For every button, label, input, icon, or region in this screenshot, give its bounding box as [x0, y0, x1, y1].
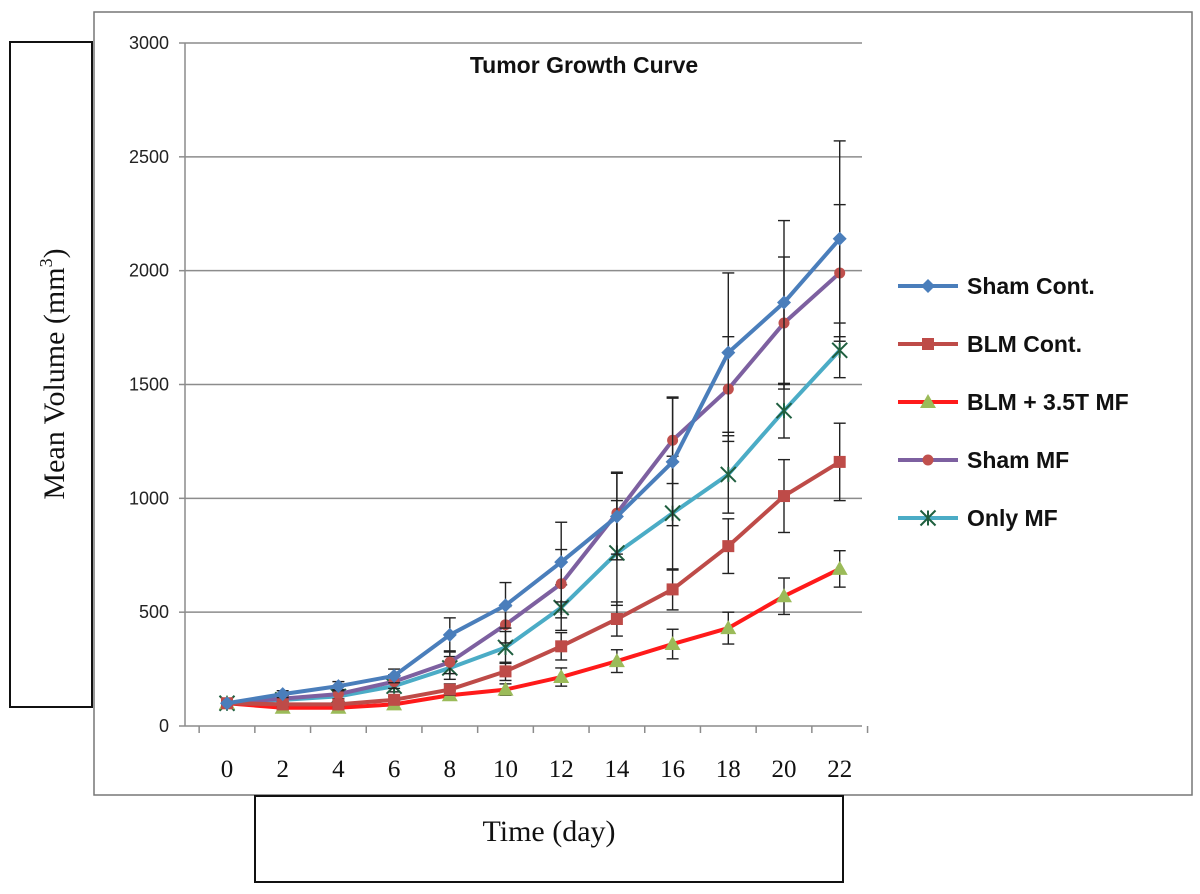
data-point-marker [332, 698, 345, 711]
legend-swatch-marker [919, 509, 937, 527]
x-axis-title: Time (day) [482, 815, 615, 848]
data-point-marker [497, 681, 514, 696]
data-point-marker [444, 656, 456, 668]
y-axis-title: Mean Volume (mm3) [36, 248, 71, 499]
data-point-marker [720, 620, 737, 635]
data-point-marker [554, 555, 569, 570]
data-point-marker [498, 598, 513, 613]
series-sham-cont [220, 140, 847, 711]
series-line [226, 567, 841, 710]
x-tick-label: 6 [388, 756, 401, 783]
y-tick-labels: 0 500 1000 1500 2000 2500 3000 [129, 33, 169, 736]
x-tick-label: 10 [493, 756, 518, 783]
axes [179, 42, 869, 733]
y-tick-label: 3000 [129, 33, 169, 53]
data-point-marker [833, 455, 846, 468]
x-tick-label: 2 [276, 756, 289, 783]
data-point-marker [776, 588, 792, 603]
x-tick-label: 14 [604, 756, 630, 783]
data-point-marker [610, 612, 623, 625]
data-point-marker [553, 669, 570, 684]
x-axis-title-box [254, 795, 844, 883]
data-point-marker [666, 583, 679, 596]
series-line [226, 460, 841, 707]
data-point-marker [665, 454, 680, 469]
legend-label: Only MF [967, 505, 1058, 531]
chart-frame [93, 11, 1193, 796]
series-blm-cont [221, 422, 846, 711]
x-tick-label: 18 [716, 756, 741, 783]
data-point-marker [720, 466, 737, 483]
x-tick-label: 20 [772, 756, 797, 783]
legend-label: BLM + 3.5T MF [967, 389, 1129, 415]
data-point-marker [722, 540, 735, 553]
series-line [226, 237, 842, 706]
y-tick-label: 2000 [129, 261, 169, 281]
legend-swatch-marker [922, 338, 934, 350]
legend-swatch-marker [921, 279, 935, 293]
y-tick-label: 2500 [129, 147, 169, 167]
x-tick-label: 8 [444, 756, 457, 783]
data-point-marker [831, 560, 848, 575]
series [218, 140, 848, 714]
y-axis-title-main: Mean Volume (mm [38, 267, 71, 499]
x-tick-label: 0 [221, 756, 234, 783]
data-point-marker [275, 687, 290, 702]
legend-swatch-marker [922, 454, 934, 466]
series-line [226, 348, 842, 706]
data-point-marker [499, 665, 512, 678]
data-point-marker [831, 342, 848, 359]
legend-item: Sham Cont. [898, 273, 1095, 299]
data-point-marker [832, 231, 847, 246]
data-point-marker [388, 693, 401, 706]
data-point-marker [609, 509, 624, 524]
legend-label: Sham Cont. [967, 273, 1095, 299]
x-tick-label: 16 [660, 756, 685, 783]
data-point-marker [276, 698, 289, 711]
legend-item: Only MF [898, 505, 1058, 531]
legend-item: BLM + 3.5T MF [898, 389, 1129, 415]
x-tick-label: 22 [827, 756, 852, 783]
legend-swatch-marker [920, 394, 936, 408]
data-point-marker [778, 490, 790, 503]
series-blm-3-5t-mf [219, 549, 848, 714]
data-point-marker [220, 696, 234, 711]
data-point-marker [775, 402, 793, 419]
y-tick-label: 0 [159, 716, 169, 736]
data-point-marker [664, 636, 681, 651]
data-point-marker [555, 640, 568, 653]
chart-title: Tumor Growth Curve [470, 52, 698, 78]
legend-item: Sham MF [898, 447, 1069, 473]
y-axis-title-suffix: ) [38, 248, 71, 258]
data-point-marker [443, 683, 456, 696]
series-line [226, 271, 842, 706]
legend-item: BLM Cont. [898, 331, 1082, 357]
data-point-marker [442, 627, 457, 642]
legend: Sham Cont. BLM Cont. BLM + 3.5T MF Sham MF O… [898, 273, 1129, 531]
x-tick-label: 4 [332, 756, 345, 783]
legend-label: Sham MF [967, 447, 1069, 473]
x-tick-labels: 0 2 4 6 8 10 12 14 16 18 20 22 [221, 756, 852, 783]
data-point-marker [387, 668, 402, 683]
data-point-marker [777, 295, 791, 310]
legend-label: BLM Cont. [967, 331, 1082, 357]
data-point-marker [721, 345, 736, 360]
y-axis-title-superscript: 3 [36, 258, 56, 267]
x-tick-label: 12 [549, 756, 574, 783]
data-point-marker [608, 653, 625, 668]
data-point-marker [331, 679, 346, 694]
y-axis-title-box [9, 41, 93, 708]
y-tick-label: 1000 [129, 488, 169, 508]
y-tick-label: 500 [139, 602, 169, 622]
y-tick-label: 1500 [129, 375, 169, 395]
